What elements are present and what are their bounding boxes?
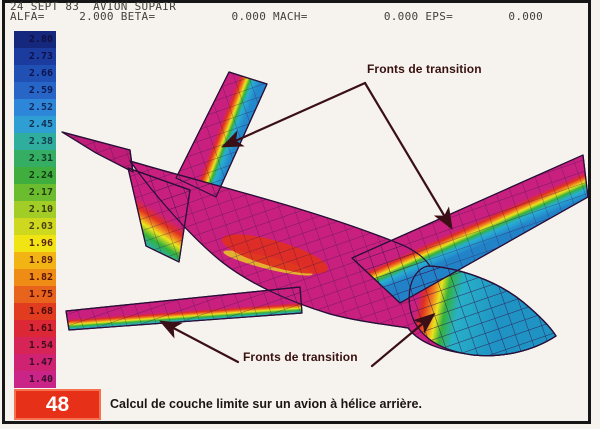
plot-header: 24 SEPT 83 AVION SUPAIR ALFA= 2.000 BETA=… <box>10 0 544 23</box>
color-scale-band-value: 1.40 <box>28 374 53 385</box>
color-scale-band-value: 2.45 <box>28 119 53 130</box>
color-scale-band-value: 2.66 <box>28 68 53 79</box>
color-scale-band-value: 2.31 <box>28 153 53 164</box>
surface-mesh <box>61 71 589 357</box>
color-scale-band-value: 2.52 <box>28 102 53 113</box>
color-scale-band: 1.47 <box>14 354 56 371</box>
color-scale-band: 2.80 <box>14 31 56 48</box>
color-scale-band-value: 2.38 <box>28 136 53 147</box>
color-scale-band-value: 1.54 <box>28 340 53 351</box>
color-scale-band: 1.82 <box>14 269 56 286</box>
color-scale-band-value: 2.17 <box>28 187 53 198</box>
color-scale-band: 1.54 <box>14 337 56 354</box>
header-line-2: ALFA= 2.000 BETA= 0.000 MACH= 0.000 EPS=… <box>10 10 544 23</box>
figure-number-badge: 48 <box>14 389 101 420</box>
color-scale-band-value: 2.73 <box>28 51 53 62</box>
color-scale-band: 1.96 <box>14 235 56 252</box>
color-scale-band-value: 1.61 <box>28 323 53 334</box>
color-scale-band: 1.40 <box>14 371 56 388</box>
annotation-arrow-right-wing <box>363 81 453 230</box>
color-scale-band: 2.66 <box>14 65 56 82</box>
color-scale-band-value: 1.47 <box>28 357 53 368</box>
color-scale-band-value: 1.75 <box>28 289 53 300</box>
color-scale-band: 2.52 <box>14 99 56 116</box>
annotation-top-label: Fronts de transition <box>367 62 482 76</box>
color-scale-band-value: 1.89 <box>28 255 53 266</box>
figure-caption: Calcul de couche limite sur un avion à h… <box>110 397 422 411</box>
color-scale-band-value: 1.96 <box>28 238 53 249</box>
color-scale-band: 2.45 <box>14 116 56 133</box>
color-scale-band-value: 2.10 <box>28 204 53 215</box>
color-scale-band-value: 2.03 <box>28 221 53 232</box>
color-scale-band: 1.75 <box>14 286 56 303</box>
color-scale-band: 1.89 <box>14 252 56 269</box>
annotation-arrow-rear-cone <box>370 312 436 368</box>
color-scale-band: 2.38 <box>14 133 56 150</box>
color-scale-band: 2.03 <box>14 218 56 235</box>
header-line-1: 24 SEPT 83 AVION SUPAIR <box>10 0 177 13</box>
color-scale-band-value: 1.82 <box>28 272 53 283</box>
annotation-arrow-fin <box>220 81 367 148</box>
color-scale-band: 2.17 <box>14 184 56 201</box>
color-scale-band: 2.73 <box>14 48 56 65</box>
color-scale-band: 2.59 <box>14 82 56 99</box>
color-scale-band-value: 2.24 <box>28 170 53 181</box>
color-scale-band: 1.68 <box>14 303 56 320</box>
color-scale-band: 1.61 <box>14 320 56 337</box>
figure-number: 48 <box>45 392 70 416</box>
color-scale-band-value: 1.68 <box>28 306 53 317</box>
color-scale-band: 2.10 <box>14 201 56 218</box>
annotation-arrow-left-wing <box>159 320 240 364</box>
color-scale-band: 2.24 <box>14 167 56 184</box>
color-scale: 2.80 2.73 2.66 2.59 2.52 2.45 2.38 2.31 2.24 2.17… <box>14 31 56 388</box>
color-scale-band: 2.31 <box>14 150 56 167</box>
color-scale-band-value: 2.80 <box>28 34 53 45</box>
color-scale-band-value: 2.59 <box>28 85 53 96</box>
annotation-bottom-label: Fronts de transition <box>243 350 358 364</box>
